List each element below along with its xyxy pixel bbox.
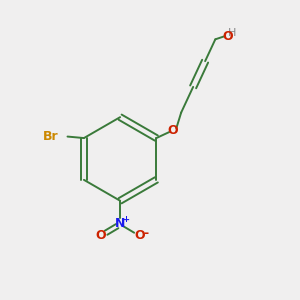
Text: -: - [144,227,149,240]
Text: Br: Br [43,130,58,143]
Text: H: H [228,28,236,38]
Text: O: O [95,229,106,242]
Text: O: O [134,229,145,242]
Text: O: O [167,124,178,137]
Text: N: N [115,217,125,230]
Text: +: + [122,215,129,224]
Text: O: O [222,30,232,43]
